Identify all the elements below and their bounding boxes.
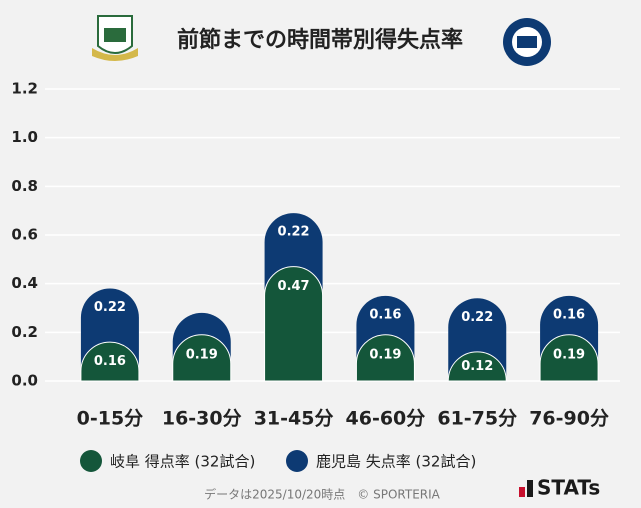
y-tick-label: 1.0	[11, 128, 38, 146]
data-label: 0.19	[553, 347, 585, 362]
legend-marker	[80, 450, 102, 472]
legend-marker	[286, 450, 308, 472]
x-tick-label: 16-30分	[162, 408, 242, 430]
bar-segment	[172, 334, 232, 382]
x-tick-label: 31-45分	[254, 408, 334, 430]
y-tick-label: 0.2	[11, 323, 38, 341]
away-logo	[503, 18, 551, 66]
data-label: 0.19	[369, 347, 401, 362]
y-tick-label: 0.4	[11, 274, 38, 292]
x-tick-label: 76-90分	[529, 408, 609, 430]
data-label: 0.16	[553, 307, 585, 322]
brand-logo	[519, 480, 533, 497]
y-tick-label: 0.6	[11, 226, 38, 244]
data-label: 0.47	[278, 279, 310, 294]
data-label: 0.22	[94, 300, 126, 315]
y-tick-label: 1.2	[11, 80, 38, 98]
bar-segment	[80, 341, 140, 382]
home-logo	[92, 15, 138, 61]
brand: STATs	[537, 476, 600, 500]
legend-label: 岐阜 得点率 (32試合)	[110, 453, 255, 471]
bar-segment	[264, 266, 324, 382]
data-label: 0.22	[278, 225, 310, 240]
x-tick-label: 61-75分	[437, 408, 517, 430]
footnote: データは2025/10/20時点 © SPORTERIA	[204, 487, 441, 502]
data-label: 0.16	[94, 354, 126, 369]
x-tick-label: 0-15分	[77, 408, 144, 430]
y-tick-label: 0.0	[11, 372, 38, 390]
legend-label: 鹿児島 失点率 (32試合)	[316, 453, 476, 471]
data-label: 0.19	[186, 347, 218, 362]
data-label: 0.22	[461, 310, 493, 325]
bar-segment	[447, 351, 507, 382]
chart-title: 前節までの時間帯別得失点率	[177, 27, 463, 53]
bar-segment	[355, 334, 415, 382]
bar-segment	[539, 334, 599, 382]
data-label: 0.12	[461, 359, 493, 374]
data-label: 0.16	[369, 307, 401, 322]
y-tick-label: 0.8	[11, 177, 38, 195]
x-tick-label: 46-60分	[346, 408, 426, 430]
